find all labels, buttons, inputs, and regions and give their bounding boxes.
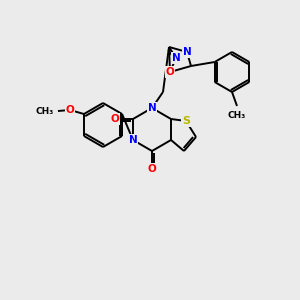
Text: O: O: [166, 67, 174, 77]
Text: O: O: [66, 105, 74, 115]
Text: CH₃: CH₃: [36, 106, 54, 116]
Text: N: N: [172, 53, 180, 63]
Text: S: S: [182, 116, 190, 126]
Text: O: O: [111, 114, 119, 124]
Text: N: N: [183, 47, 191, 57]
Text: N: N: [129, 135, 137, 145]
Text: O: O: [148, 164, 156, 174]
Text: CH₃: CH₃: [228, 111, 246, 120]
Text: N: N: [148, 103, 156, 113]
